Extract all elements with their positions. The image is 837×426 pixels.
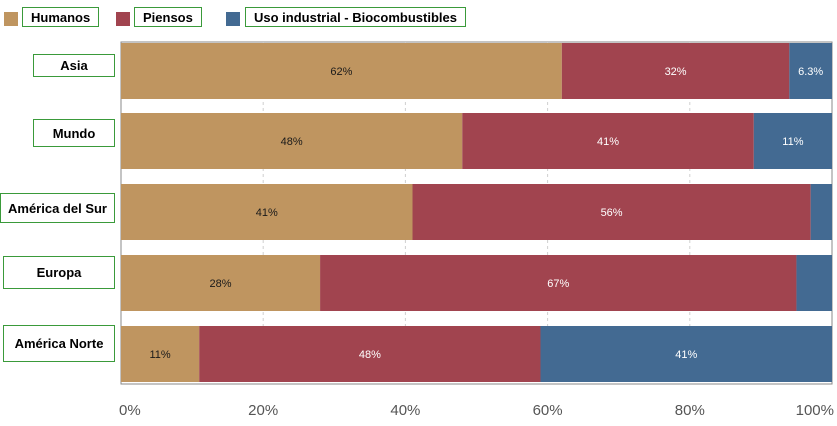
- legend-label-humanos: Humanos: [22, 7, 100, 27]
- bar-uso-industrial-biocombustibles-america-del-sur: [810, 184, 832, 240]
- bar-humanos-america-norte: [121, 326, 200, 382]
- data-label-uso-industrial-biocombustibles-asia: 6.3%: [798, 66, 823, 78]
- legend-swatch-piensos: [116, 12, 130, 26]
- x-tick-label: 100%: [796, 402, 834, 419]
- category-label-america-norte: América Norte: [3, 325, 115, 362]
- bar-humanos-asia: [121, 43, 562, 99]
- legend-label-piensos: Piensos: [134, 7, 202, 27]
- x-tick-label: 20%: [248, 402, 278, 419]
- legend-swatch-humanos: [4, 12, 18, 26]
- bar-piensos-asia: [561, 43, 790, 99]
- x-tick-label: 60%: [533, 402, 563, 419]
- x-axis-ticks: 0% 20% 40% 60% 80% 100%: [119, 402, 834, 419]
- category-label-asia: Asia: [33, 54, 115, 77]
- bars-layer: 62% 32% 6.3% 48% 41% 11% 41% 56% 28% 67% 11% 48% 41%: [121, 43, 832, 382]
- bar-humanos-europa: [121, 255, 321, 311]
- bar-uso-industrial-biocombustibles-asia: [789, 43, 832, 99]
- data-label-piensos-america-del-sur: 56%: [601, 207, 623, 219]
- bar-humanos-mundo: [121, 113, 463, 169]
- legend-swatch-industrial: [226, 12, 240, 26]
- bar-piensos-europa: [320, 255, 797, 311]
- data-label-piensos-mundo: 41%: [597, 136, 619, 148]
- bar-piensos-mundo: [462, 113, 754, 169]
- x-tick-label: 0%: [119, 402, 141, 419]
- bar-piensos-america-del-sur: [412, 184, 811, 240]
- category-label-europa: Europa: [3, 256, 115, 289]
- bar-uso-industrial-biocombustibles-europa: [796, 255, 832, 311]
- data-label-piensos-europa: 67%: [547, 278, 569, 290]
- data-label-humanos-mundo: 48%: [281, 136, 303, 148]
- bar-humanos-america-del-sur: [121, 184, 413, 240]
- data-label-piensos-america-norte: 48%: [359, 349, 381, 361]
- data-label-humanos-europa: 28%: [210, 278, 232, 290]
- data-label-humanos-america-del-sur: 41%: [256, 207, 278, 219]
- bar-piensos-america-norte: [199, 326, 541, 382]
- category-label-america-del-sur: América del Sur: [0, 193, 115, 223]
- bar-uso-industrial-biocombustibles-mundo: [753, 113, 832, 169]
- data-label-piensos-asia: 32%: [665, 66, 687, 78]
- legend-label-industrial: Uso industrial - Biocombustibles: [245, 7, 466, 27]
- data-label-uso-industrial-biocombustibles-america-norte: 41%: [675, 349, 697, 361]
- data-label-humanos-america-norte: 11%: [150, 349, 171, 361]
- x-tick-label: 40%: [390, 402, 420, 419]
- bar-uso-industrial-biocombustibles-america-norte: [540, 326, 832, 382]
- category-label-mundo: Mundo: [33, 119, 115, 147]
- data-label-uso-industrial-biocombustibles-mundo: 11%: [782, 136, 803, 148]
- x-tick-label: 80%: [675, 402, 705, 419]
- data-label-humanos-asia: 62%: [330, 66, 352, 78]
